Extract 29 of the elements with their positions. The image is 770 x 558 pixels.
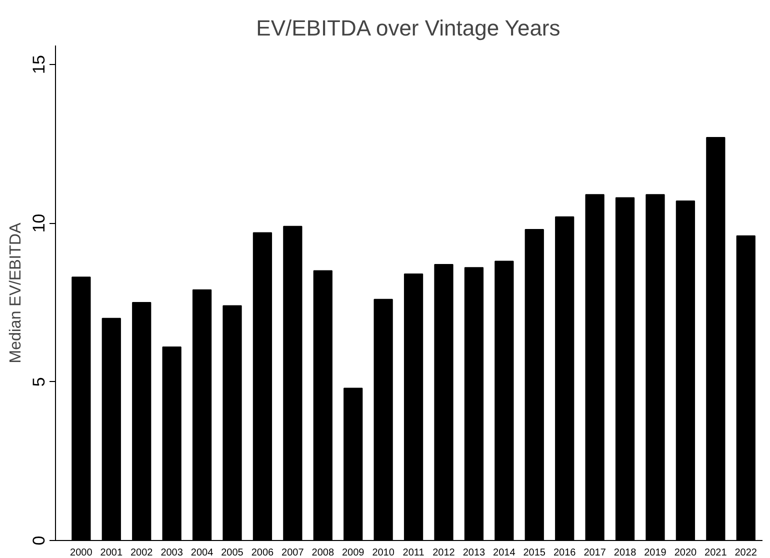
chart-title: EV/EBITDA over Vintage Years	[256, 16, 560, 40]
x-tick-label: 2013	[462, 548, 486, 558]
x-tick-label: 2000	[70, 548, 93, 558]
x-tick-label: 2008	[312, 548, 334, 558]
y-axis-title: Median EV/EBITDA	[8, 222, 24, 364]
x-tick-label: 2018	[614, 548, 637, 558]
x-tick-label: 2022	[734, 548, 758, 558]
x-tick-label: 2020	[674, 548, 698, 558]
x-tick-label: 2012	[432, 548, 456, 558]
x-tick-label: 2015	[523, 548, 546, 558]
y-tick-label: 0	[30, 536, 48, 546]
y-tick-label: 10	[30, 214, 48, 233]
x-tick-label: 2003	[160, 548, 184, 558]
x-tick-label: 2011	[402, 548, 425, 558]
y-tick-label: 5	[30, 377, 48, 387]
x-tick-label: 2004	[190, 548, 214, 558]
y-tick-label: 15	[30, 55, 48, 74]
x-tick-label: 2001	[100, 548, 123, 558]
x-tick-label: 2010	[372, 548, 395, 558]
x-tick-label: 2002	[130, 548, 154, 558]
x-tick-label: 2009	[342, 548, 365, 558]
x-tick-label: 2017	[584, 548, 606, 558]
x-tick-label: 2006	[251, 548, 274, 558]
x-tick-label: 2007	[282, 548, 304, 558]
x-tick-label: 2019	[644, 548, 667, 558]
x-tick-label: 2005	[221, 548, 244, 558]
x-tick-label: 2014	[493, 548, 516, 558]
x-tick-label: 2016	[553, 548, 576, 558]
x-tick-label: 2021	[704, 548, 728, 558]
